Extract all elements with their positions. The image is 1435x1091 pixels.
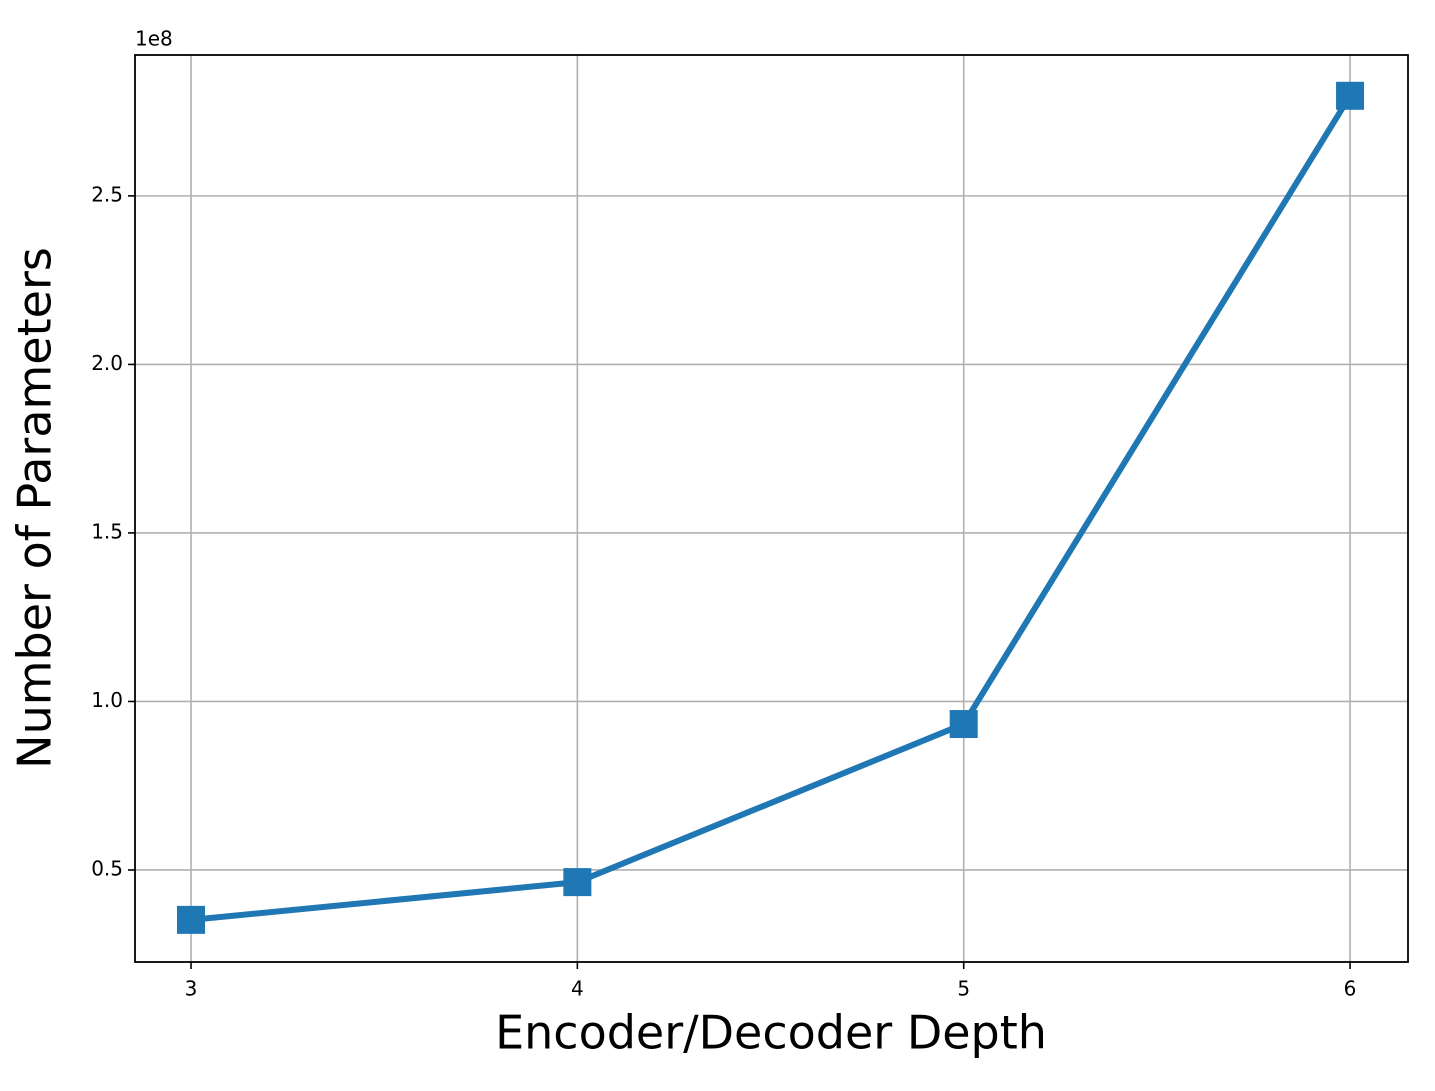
data-marker bbox=[177, 905, 206, 934]
x-axis-label: Encoder/Decoder Depth bbox=[495, 1006, 1047, 1060]
x-tick-label: 6 bbox=[1344, 977, 1357, 1001]
y-tick-label: 2.0 bbox=[91, 351, 123, 375]
data-line bbox=[190, 94, 1353, 923]
plot-frame bbox=[134, 54, 1409, 963]
y-axis-label: Number of Parameters bbox=[8, 247, 62, 769]
data-marker bbox=[563, 868, 592, 897]
data-marker bbox=[1336, 81, 1365, 110]
x-tick-label: 3 bbox=[185, 977, 198, 1001]
y-tick-label: 1.5 bbox=[91, 519, 123, 543]
x-tick-label: 5 bbox=[957, 977, 970, 1001]
x-tick-label: 4 bbox=[571, 977, 584, 1001]
data-marker bbox=[949, 710, 978, 739]
y-tick-label: 0.5 bbox=[91, 856, 123, 880]
y-tick-label: 1.0 bbox=[91, 688, 123, 712]
y-tick-label: 2.5 bbox=[91, 182, 123, 206]
y-offset-label: 1e8 bbox=[135, 27, 173, 51]
